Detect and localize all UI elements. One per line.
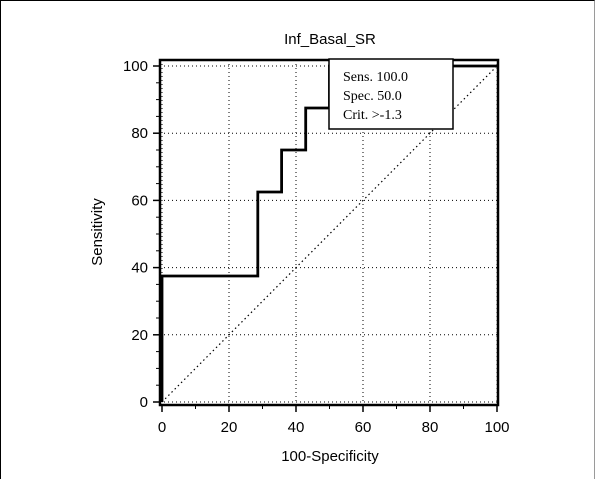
x-tick-label: 60 bbox=[355, 419, 372, 436]
y-tick-label: 40 bbox=[131, 260, 148, 277]
x-tick-label: 100 bbox=[484, 419, 509, 436]
y-tick-label: 100 bbox=[123, 58, 148, 75]
criterion-box-border bbox=[328, 58, 454, 130]
x-tick-label: 20 bbox=[221, 419, 238, 436]
grid bbox=[160, 60, 498, 405]
x-tick-label: 80 bbox=[422, 419, 439, 436]
x-tick-label: 0 bbox=[158, 419, 166, 436]
y-tick-label: 60 bbox=[131, 192, 148, 209]
criterion-box: Sens. 100.0 Spec. 50.0 Crit. >-1.3 bbox=[328, 58, 454, 130]
specificity-value: Spec. 50.0 bbox=[343, 89, 402, 104]
x-axis-title: 100-Specificity bbox=[281, 448, 379, 465]
y-tick-label: 80 bbox=[131, 125, 148, 142]
y-tick-label: 20 bbox=[131, 327, 148, 344]
criterion-value: Crit. >-1.3 bbox=[343, 108, 402, 123]
sensitivity-value: Sens. 100.0 bbox=[343, 70, 408, 85]
y-axis-title: Sensitivity bbox=[89, 198, 106, 266]
x-tick-label: 40 bbox=[288, 419, 305, 436]
chart-title: Inf_Basal_SR bbox=[284, 31, 376, 48]
y-tick-label: 0 bbox=[140, 394, 148, 411]
axis-ticks: 0 20 40 60 80 100 0 20 40 60 80 100 bbox=[123, 58, 510, 436]
